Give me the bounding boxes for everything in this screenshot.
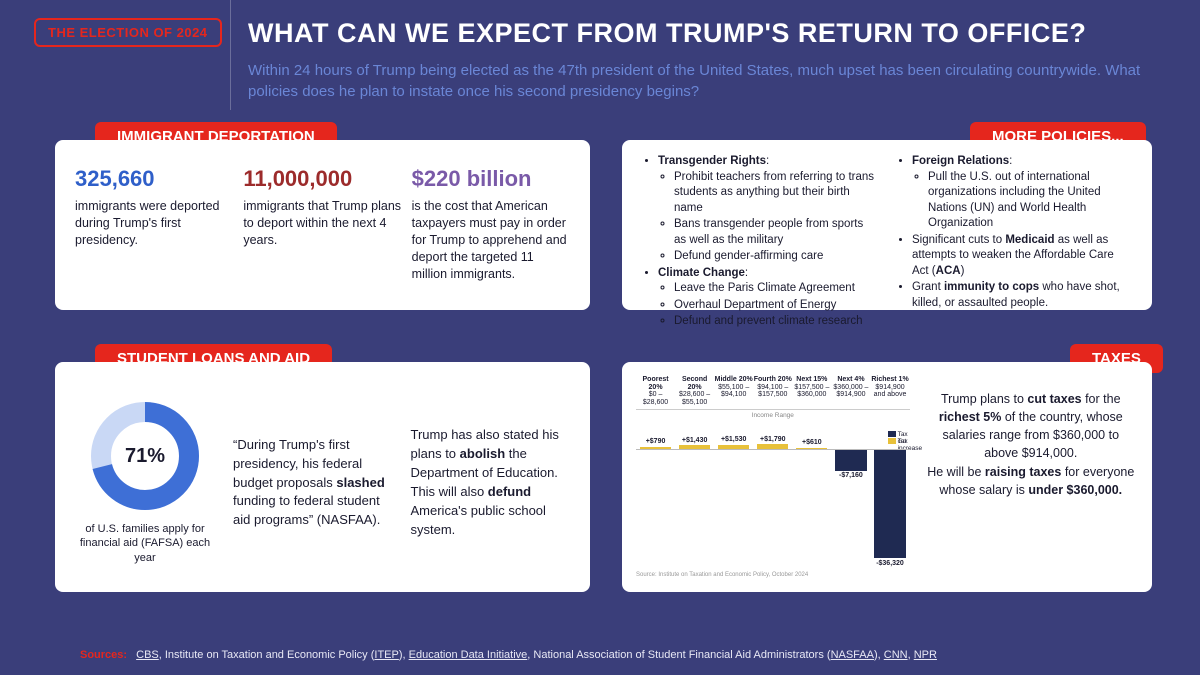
stat-value: $220 billion [412,166,570,192]
sources-line: Sources: CBS, Institute on Taxation and … [80,649,1160,661]
policy-item: Significant cuts to Medicaid as well as … [912,233,1132,280]
taxes-panel: Poorest 20%$0 – $28,600Second 20%$28,600… [622,362,1152,592]
source-link[interactable]: CNN [884,649,908,661]
stat-desc: immigrants that Trump plans to deport wi… [243,198,401,249]
policy-item: Overhaul Department of Energy [674,298,878,314]
sources-label: Sources: [80,649,127,661]
policy-heading: Climate Change [658,267,745,279]
immigrant-panel: 325,660 immigrants were deported during … [55,140,590,310]
donut-chart: 71% of U.S. families apply for financial… [75,401,215,565]
policy-item: Pull the U.S. out of international organ… [928,170,1132,232]
policy-heading: Foreign Relations [912,155,1009,167]
policy-item: Bans transgender people from sports as w… [674,217,878,248]
stat-desc: immigrants were deported during Trump's … [75,198,233,249]
donut-icon: 71% [90,401,200,511]
tax-chart: Poorest 20%$0 – $28,600Second 20%$28,600… [636,376,910,578]
policy-item: Leave the Paris Climate Agreement [674,281,878,297]
stat-desc: is the cost that American taxpayers must… [412,198,570,282]
divider [230,0,231,110]
stat-planned: 11,000,000 immigrants that Trump plans t… [243,166,401,282]
stat-value: 11,000,000 [243,166,401,192]
svg-text:71%: 71% [125,445,165,467]
page-title: WHAT CAN WE EXPECT FROM TRUMP'S RETURN T… [248,18,1170,49]
income-range-label: Income Range [636,412,910,419]
loans-col-1: “During Trump's first presidency, his fe… [233,436,393,530]
source-link[interactable]: CBS [136,649,159,661]
source-link[interactable]: NPR [914,649,937,661]
page-subtitle: Within 24 hours of Trump being elected a… [248,60,1150,102]
source-link[interactable]: ITEP [374,649,398,661]
loans-col-2: Trump has also stated his plans to aboli… [411,426,571,539]
policy-item: Defund gender-affirming care [674,249,878,265]
policy-item: Prohibit teachers from referring to tran… [674,170,878,217]
policies-left: Transgender Rights: Prohibit teachers fr… [642,154,878,294]
policy-item: Grant immunity to cops who have shot, ki… [912,280,1132,311]
policy-heading: Transgender Rights [658,155,766,167]
stat-deported: 325,660 immigrants were deported during … [75,166,233,282]
donut-caption: of U.S. families apply for financial aid… [75,522,215,565]
stat-value: 325,660 [75,166,233,192]
source-link[interactable]: NASFAA [831,649,874,661]
loans-panel: 71% of U.S. families apply for financial… [55,362,590,592]
chart-source: Source: Institute on Taxation and Econom… [636,572,910,578]
policies-right: Foreign Relations: Pull the U.S. out of … [896,154,1132,294]
source-link[interactable]: Education Data Initiative [409,649,528,661]
election-badge: THE ELECTION OF 2024 [34,18,222,47]
taxes-text: Trump plans to cut taxes for the richest… [924,376,1138,578]
policy-item: Defund and prevent climate research [674,314,878,330]
policies-panel: Transgender Rights: Prohibit teachers fr… [622,140,1152,310]
stat-cost: $220 billion is the cost that American t… [412,166,570,282]
